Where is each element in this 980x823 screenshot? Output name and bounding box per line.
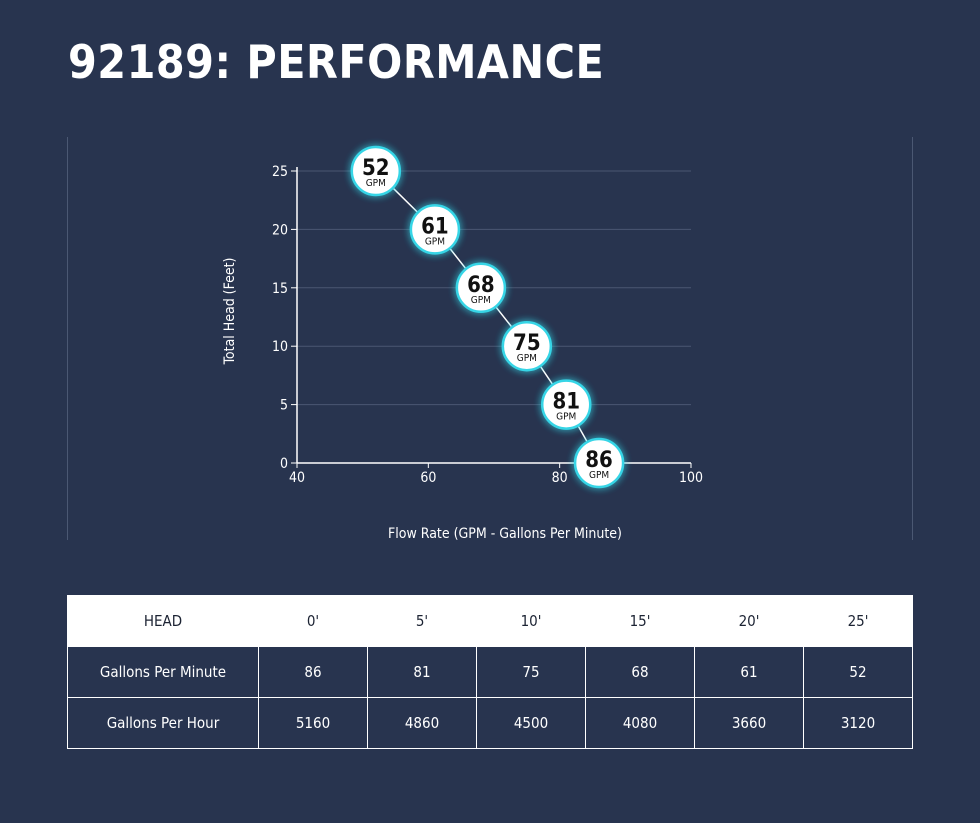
table-row-gpm: Gallons Per Minute 86 81 75 68 61 52 <box>67 646 913 698</box>
table-header-cell: 0' <box>258 595 368 647</box>
data-point <box>455 262 507 314</box>
performance-table: HEAD 0' 5' 10' 15' 20' 25' Gallons Per M… <box>67 595 913 749</box>
y-tick-label: 0 <box>280 456 288 472</box>
data-label: 86 <box>585 448 613 473</box>
page-title: 92189: PERFORMANCE <box>68 35 605 89</box>
y-tick-label: 5 <box>280 398 288 414</box>
data-point <box>350 145 402 197</box>
data-label-unit: GPM <box>471 295 491 306</box>
table-header-cell: 25' <box>803 595 913 647</box>
chart-frame: 0 5 10 15 20 25 40 60 80 100 Flow Rate (GPM - Gall… <box>67 137 913 540</box>
table-cell: 5160 <box>258 697 368 749</box>
table-cell: 4500 <box>476 697 586 749</box>
table-cell: 52 <box>803 646 913 698</box>
table-row-label: Gallons Per Minute <box>67 646 259 698</box>
data-label-unit: GPM <box>589 470 609 481</box>
data-label-unit: GPM <box>556 412 576 423</box>
y-axis-title: Total Head (Feet) <box>222 258 238 366</box>
table-cell: 68 <box>585 646 695 698</box>
data-label: 52 <box>362 156 390 181</box>
table-header-row: HEAD 0' 5' 10' 15' 20' 25' <box>67 595 913 647</box>
table-cell: 4860 <box>367 697 477 749</box>
x-tick-label: 100 <box>679 470 703 486</box>
table-row-label: Gallons Per Hour <box>67 697 259 749</box>
data-point <box>409 204 461 255</box>
y-tick-label: 10 <box>272 339 288 355</box>
performance-chart: 0 5 10 15 20 25 40 60 80 100 Flow Rate (GPM - Gall… <box>222 145 703 540</box>
y-tick-label: 15 <box>272 281 288 297</box>
table-cell: 3120 <box>803 697 913 749</box>
data-point <box>501 320 553 372</box>
table-row-gph: Gallons Per Hour 5160 4860 4500 4080 366… <box>67 697 913 749</box>
table-cell: 4080 <box>585 697 695 749</box>
x-tick-label: 40 <box>289 470 305 486</box>
table-header-label: HEAD <box>67 595 259 647</box>
table-header-cell: 20' <box>694 595 804 647</box>
data-point <box>573 437 625 489</box>
data-label: 81 <box>552 390 580 415</box>
table-cell: 61 <box>694 646 804 698</box>
table-header-cell: 5' <box>367 595 477 647</box>
table-cell: 3660 <box>694 697 804 749</box>
table-cell: 81 <box>367 646 477 698</box>
table-cell: 75 <box>476 646 586 698</box>
data-label-unit: GPM <box>517 353 537 364</box>
data-label-unit: GPM <box>425 236 445 247</box>
x-tick-label: 80 <box>552 470 568 486</box>
data-label: 61 <box>421 214 449 239</box>
table-cell: 86 <box>258 646 368 698</box>
x-tick-label: 60 <box>420 470 436 486</box>
x-axis-title: Flow Rate (GPM - Gallons Per Minute) <box>388 526 622 540</box>
y-tick-label: 25 <box>272 164 288 180</box>
data-point <box>540 379 592 430</box>
data-label: 75 <box>513 331 541 356</box>
data-label: 68 <box>467 273 495 298</box>
data-label-unit: GPM <box>366 178 386 189</box>
table-header-cell: 10' <box>476 595 586 647</box>
y-tick-label: 20 <box>272 222 288 238</box>
table-header-cell: 15' <box>585 595 695 647</box>
